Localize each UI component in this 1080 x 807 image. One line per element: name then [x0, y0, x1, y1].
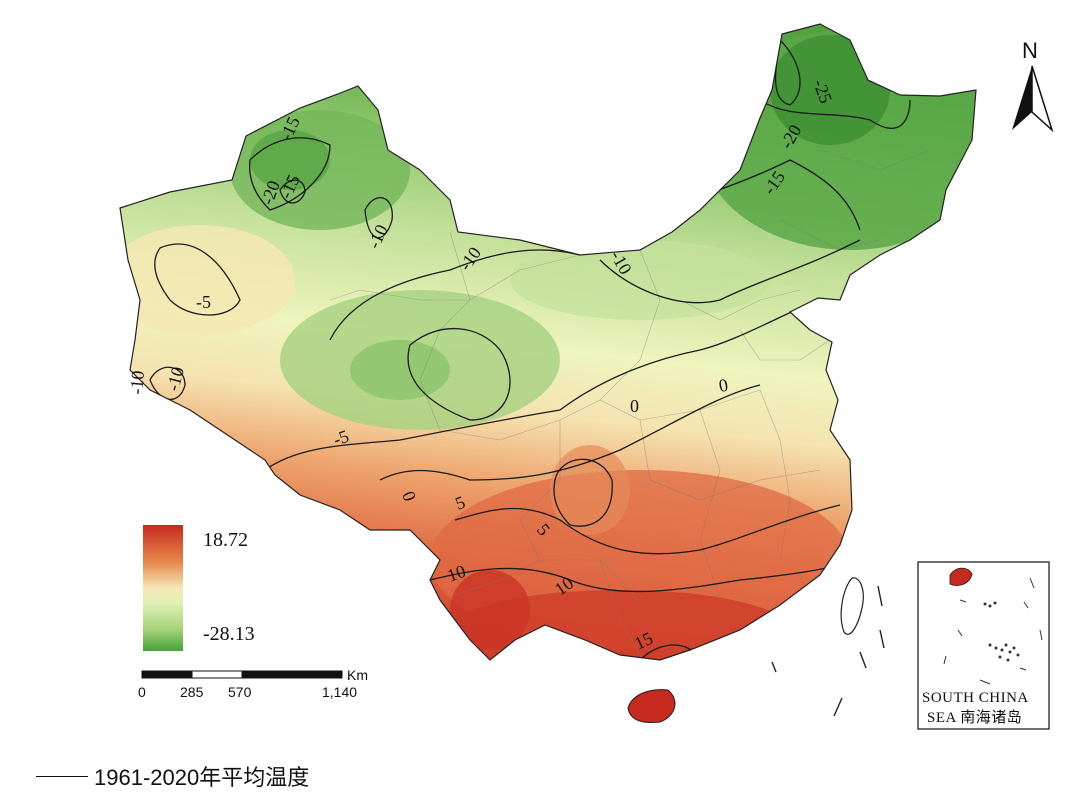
- caption-text: 1961-2020年平均温度: [94, 765, 310, 790]
- map-caption: 1961-2020年平均温度: [36, 760, 309, 792]
- inset-hainan: [949, 567, 973, 586]
- hainan-island: [627, 689, 676, 723]
- north-arrow: N: [1012, 38, 1054, 133]
- taiwan-island: [840, 577, 864, 635]
- scale-tick: 1,140: [322, 684, 357, 700]
- contour-lines: [149, 38, 911, 660]
- inset-label-line1: SOUTH CHINA: [922, 690, 1029, 706]
- contour-label: -5: [196, 292, 211, 312]
- inset-label-line2: SEA 南海诸岛: [927, 709, 1022, 726]
- contour-label: -10: [126, 370, 148, 396]
- caption-dash: [36, 775, 88, 777]
- contour-label: 10: [445, 561, 469, 586]
- legend-max-label: 18.72: [203, 529, 248, 551]
- scale-unit: Km: [347, 667, 368, 683]
- scale-bar: Km 0 285 570 1,140: [138, 667, 368, 700]
- contour-label: 0: [717, 375, 729, 396]
- south-china-sea-inset: SOUTH CHINA SEA 南海诸岛: [917, 561, 1050, 730]
- scale-tick: 285: [180, 684, 204, 700]
- china-landmass: [119, 23, 977, 661]
- svg-text:N: N: [1022, 38, 1038, 63]
- contour-label: 0: [630, 396, 639, 416]
- coastal-islands: [771, 585, 885, 717]
- legend-min-label: -28.13: [203, 623, 255, 645]
- contour-label: -5: [331, 426, 352, 450]
- legend-color-bar: [143, 525, 183, 651]
- province-boundaries: [329, 149, 931, 656]
- scale-tick: 570: [228, 684, 252, 700]
- scale-tick: 0: [138, 684, 146, 700]
- color-legend: 18.72 -28.13: [143, 525, 255, 651]
